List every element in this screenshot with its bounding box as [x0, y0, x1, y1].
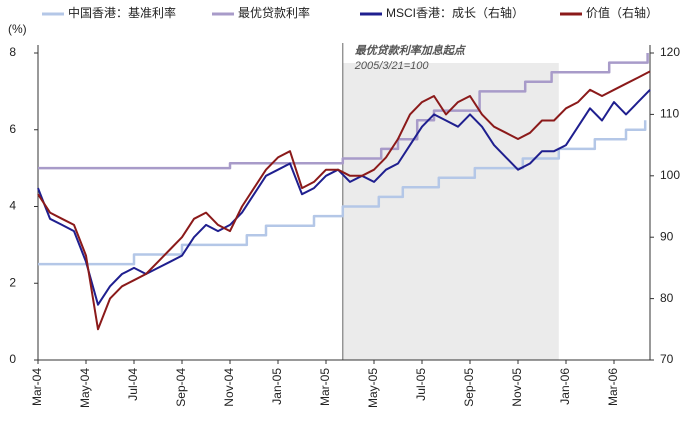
y-tick-label: 0	[9, 352, 16, 366]
left-axis-label: (%)	[8, 22, 27, 36]
legend-label: 价值（右轴）	[586, 5, 658, 20]
y-tick-label: 8	[9, 45, 16, 59]
x-tick-label: Jul-05	[414, 368, 428, 401]
y2-tick-label: 100	[660, 168, 680, 182]
y2-tick-label: 120	[660, 45, 680, 59]
series-line	[37, 89, 651, 306]
series-line	[38, 53, 649, 170]
highlight-region	[342, 63, 559, 360]
y2-tick-label: 70	[660, 352, 674, 366]
x-tick-label: May-04	[78, 368, 92, 408]
y-tick-label: 6	[9, 122, 16, 136]
y-tick-label: 2	[9, 275, 16, 289]
annotation: 最优贷款利率加息起点	[355, 44, 467, 57]
annotation: 2005/3/21=100	[354, 60, 430, 72]
x-tick-label: May-05	[366, 368, 380, 408]
series-line	[38, 120, 647, 266]
legend-label: 中国香港：基准利率	[68, 5, 176, 20]
legend-label: 最优贷款利率	[238, 5, 310, 20]
x-tick-label: Nov-04	[222, 368, 236, 407]
legend-label: MSCI香港：成长（右轴）	[386, 5, 524, 20]
x-tick-label: Mar-06	[606, 368, 620, 406]
x-tick-label: Mar-04	[30, 368, 44, 406]
series-line	[37, 70, 651, 331]
y2-tick-label: 110	[660, 107, 679, 121]
y2-tick-label: 80	[660, 291, 674, 305]
x-tick-label: Sep-04	[174, 368, 188, 407]
x-tick-label: Jan-06	[558, 368, 572, 405]
x-tick-label: Jul-04	[126, 368, 140, 401]
x-tick-label: Jan-05	[270, 368, 284, 405]
x-tick-label: Nov-05	[510, 368, 524, 407]
x-tick-label: Mar-05	[318, 368, 332, 406]
y2-tick-label: 90	[660, 229, 674, 243]
y-tick-label: 4	[9, 199, 16, 213]
x-tick-label: Sep-05	[462, 368, 476, 407]
